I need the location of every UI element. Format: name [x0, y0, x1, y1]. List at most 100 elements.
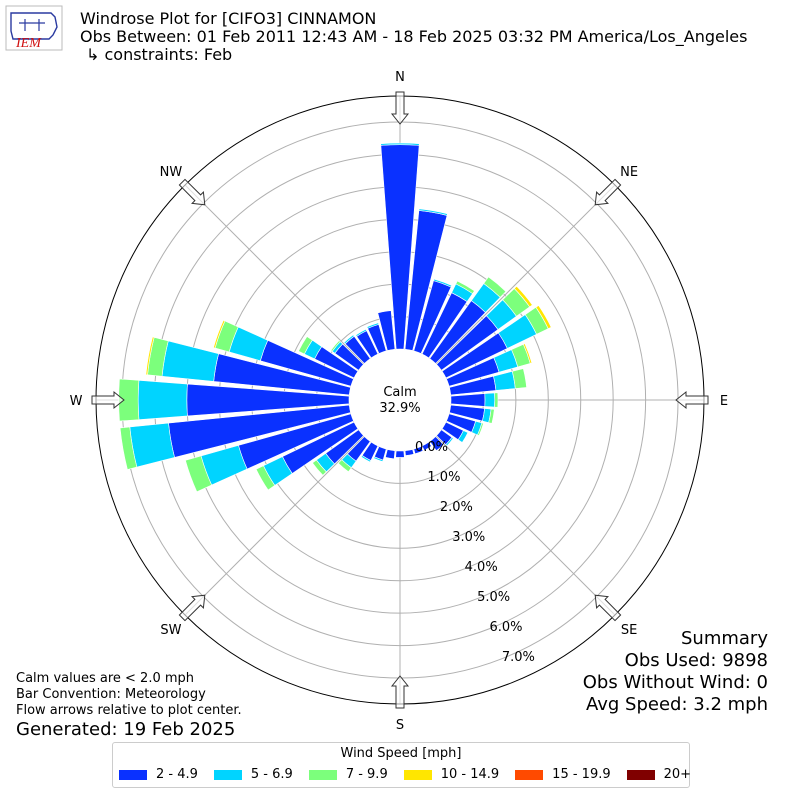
- radial-tick-label: 2.0%: [440, 500, 473, 515]
- legend-label: 15 - 19.9: [552, 767, 611, 782]
- legend-label: 10 - 14.9: [440, 767, 500, 782]
- bar-segment: [445, 436, 454, 447]
- legend-swatch: [626, 769, 655, 780]
- compass-label: N: [395, 70, 405, 85]
- bar-segment: [185, 455, 213, 493]
- bar-segment: [213, 319, 226, 349]
- bar-segment: [450, 393, 486, 407]
- compass-labels: N NE E SE S SW W NW: [70, 70, 729, 733]
- bar-segment: [161, 340, 219, 382]
- bar-segment: [343, 334, 355, 345]
- radial-tick-label: 0.0%: [415, 440, 448, 455]
- bar-segment: [494, 392, 499, 408]
- compass-label: S: [396, 718, 404, 733]
- constraints: ↳ constraints: Feb: [86, 45, 233, 64]
- legend-label: 7 - 9.9: [345, 767, 388, 782]
- bar-segment: [493, 371, 516, 391]
- calm-circle: [349, 349, 451, 451]
- flow-arrow-icon: [390, 675, 410, 709]
- legend-label: 20+: [663, 767, 692, 782]
- flow-arrow-icon: [675, 390, 709, 410]
- title-block: Windrose Plot for [CIFO3] CINNAMON Obs B…: [80, 10, 747, 64]
- legend-swatch: [403, 769, 432, 780]
- flow-arrow-icon: [178, 594, 206, 622]
- notes-block: Calm values are < 2.0 mph Bar Convention…: [16, 671, 242, 741]
- legend-item: 15 - 19.9: [515, 767, 611, 782]
- iem-logo: IEM: [5, 5, 63, 51]
- iem-logo-text: IEM: [15, 36, 42, 51]
- legend-title: Wind Speed [mph]: [340, 746, 462, 761]
- legend-items: 2 - 4.9 5 - 6.9 7 - 9.9 10 - 14.9 15 - 1…: [119, 767, 707, 782]
- summary-block: Summary Obs Used: 9898 Obs Without Wind:…: [583, 628, 768, 716]
- bar-segment: [385, 449, 396, 460]
- bar-segment: [118, 378, 140, 422]
- bar-segment: [355, 328, 368, 337]
- bar-segment: [513, 285, 533, 308]
- flow-arrows: [91, 91, 709, 709]
- bar-segment: [484, 392, 496, 408]
- bar-segment: [522, 343, 533, 364]
- generated-date: Generated: 19 Feb 2025: [16, 719, 236, 740]
- radial-tick-label: 7.0%: [502, 650, 535, 665]
- calm-value: 32.9%: [379, 401, 420, 416]
- bar-segment: [418, 208, 448, 216]
- flow-arrow-icon: [91, 390, 125, 410]
- radial-tick-label: 5.0%: [477, 590, 510, 605]
- bar-convention-note: Bar Convention: Meteorology: [16, 687, 206, 702]
- bar-segment: [366, 322, 380, 329]
- bar-segment: [457, 430, 469, 443]
- legend-item: 20+: [626, 767, 692, 782]
- compass-label: NW: [160, 165, 183, 180]
- calm-note: Calm values are < 2.0 mph: [16, 671, 195, 686]
- flow-arrow-icon: [390, 91, 410, 125]
- windrose-bars: [118, 142, 552, 493]
- compass-label: SW: [160, 623, 181, 638]
- bar-segment: [488, 408, 495, 424]
- legend-item: 7 - 9.9: [308, 767, 388, 782]
- radial-tick-label: 3.0%: [452, 530, 485, 545]
- legend-swatch: [308, 769, 337, 780]
- chart-title: Windrose Plot for [CIFO3] CINNAMON: [80, 9, 377, 28]
- compass-label: SE: [621, 623, 637, 638]
- compass-label: NE: [620, 165, 638, 180]
- bar-segment: [380, 142, 420, 146]
- legend-label: 5 - 6.9: [250, 767, 293, 782]
- bar-segment: [255, 465, 276, 491]
- bar-segment: [337, 459, 352, 473]
- legend-item: 2 - 4.9: [119, 767, 198, 782]
- bar-segment: [360, 455, 372, 463]
- legend-swatch: [119, 769, 147, 780]
- radial-tick-labels: 0.0% 1.0% 2.0% 3.0% 4.0% 5.0% 6.0% 7.0%: [415, 440, 535, 665]
- bar-segment: [119, 426, 138, 470]
- radial-tick-label: 6.0%: [489, 620, 522, 635]
- bar-segment: [483, 276, 507, 298]
- bar-segment: [455, 280, 475, 294]
- legend-item: 10 - 14.9: [403, 767, 500, 782]
- summary-obs-used: Obs Used: 9898: [624, 650, 768, 671]
- summary-avg-speed: Avg Speed: 3.2 mph: [586, 694, 768, 715]
- bar-segment: [511, 368, 527, 389]
- bar-segment: [373, 456, 384, 462]
- flow-arrow-icon: [594, 178, 622, 206]
- legend-label: 2 - 4.9: [156, 767, 198, 782]
- bar-segment: [330, 340, 341, 352]
- bar-segment: [129, 422, 175, 468]
- compass-label: E: [720, 394, 728, 409]
- radial-tick-label: 4.0%: [465, 560, 498, 575]
- bar-segment: [137, 380, 188, 420]
- wind-speed-legend: Wind Speed [mph] 2 - 4.9 5 - 6.9 7 - 9.9…: [112, 742, 691, 788]
- legend-swatch: [213, 769, 242, 780]
- radial-tick-label: 1.0%: [427, 470, 460, 485]
- summary-title: Summary: [681, 628, 768, 649]
- bar-segment: [477, 422, 484, 437]
- flow-arrows-note: Flow arrows relative to plot center.: [16, 703, 242, 718]
- flow-arrow-icon: [178, 178, 206, 206]
- bar-segment: [312, 459, 327, 476]
- calm-label: Calm: [383, 385, 416, 400]
- bar-segment: [535, 305, 552, 330]
- legend-swatch: [515, 769, 544, 780]
- bar-segment: [298, 336, 313, 355]
- bar-segment: [433, 278, 453, 288]
- flow-arrow-icon: [594, 594, 622, 622]
